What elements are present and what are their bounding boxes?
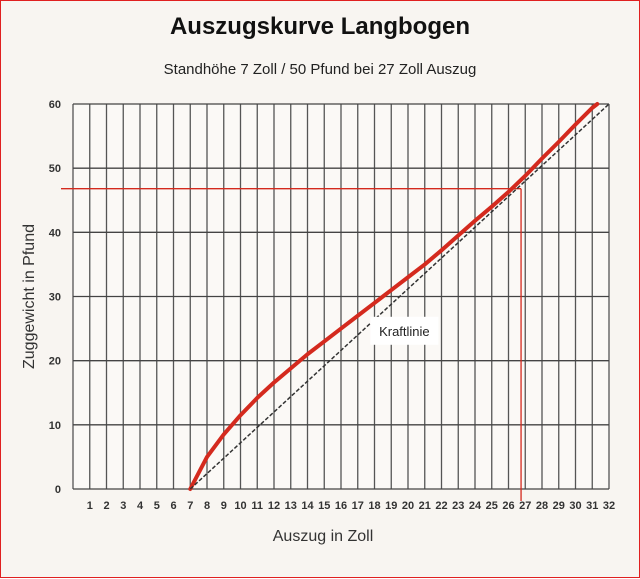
y-tick-label: 0 xyxy=(55,484,61,496)
x-tick-label: 4 xyxy=(137,500,144,512)
chart-title: Auszugskurve Langbogen xyxy=(169,13,471,40)
x-tick-label: 18 xyxy=(368,500,380,512)
chart-subtitle: Standhöhe 7 Zoll / 50 Pfund bei 27 Zoll … xyxy=(163,61,477,78)
x-tick-label: 1 xyxy=(87,500,93,512)
x-tick-label: 5 xyxy=(154,500,160,512)
x-tick-label: 3 xyxy=(120,500,126,512)
draw-force-curve xyxy=(188,102,600,491)
y-tick-label: 10 xyxy=(49,420,61,432)
x-tick-label: 19 xyxy=(385,500,397,512)
y-tick-label: 30 xyxy=(49,292,61,304)
x-tick-label: 6 xyxy=(170,500,176,512)
x-tick-label: 25 xyxy=(486,500,498,512)
x-axis-label: Auszug in Zoll xyxy=(273,528,374,545)
x-tick-label: 29 xyxy=(553,500,565,512)
x-tick-label: 7 xyxy=(187,500,193,512)
annotation-label: Kraftlinie xyxy=(379,324,430,339)
x-tick-label: 16 xyxy=(335,500,347,512)
y-tick-label: 50 xyxy=(49,163,61,175)
x-tick-label: 27 xyxy=(519,500,531,512)
y-tick-label: 40 xyxy=(49,227,61,239)
x-tick-label: 30 xyxy=(569,500,581,512)
x-tick-label: 26 xyxy=(502,500,514,512)
x-tick-label: 23 xyxy=(452,500,464,512)
x-tick-label: 31 xyxy=(586,500,598,512)
x-tick-label: 9 xyxy=(221,500,227,512)
y-tick-label: 60 xyxy=(49,99,61,111)
x-tick-label: 13 xyxy=(285,500,297,512)
x-tick-label: 15 xyxy=(318,500,330,512)
y-tick-label: 20 xyxy=(49,356,61,368)
x-tick-label: 11 xyxy=(251,500,263,512)
x-tick-label: 28 xyxy=(536,500,548,512)
x-tick-label: 22 xyxy=(435,500,447,512)
y-axis-label: Zuggewicht in Pfund xyxy=(21,224,38,369)
x-tick-label: 32 xyxy=(603,500,615,512)
annotation-box xyxy=(370,316,439,345)
x-tick-label: 12 xyxy=(268,500,280,512)
x-tick-label: 8 xyxy=(204,500,210,512)
x-tick-label: 20 xyxy=(402,500,414,512)
x-tick-label: 14 xyxy=(301,500,314,512)
x-tick-label: 10 xyxy=(234,500,246,512)
x-tick-label: 17 xyxy=(352,500,364,512)
x-tick-label: 21 xyxy=(419,500,431,512)
x-tick-label: 24 xyxy=(469,500,482,512)
dashed-force-line xyxy=(189,103,610,490)
x-tick-label: 2 xyxy=(103,500,109,512)
